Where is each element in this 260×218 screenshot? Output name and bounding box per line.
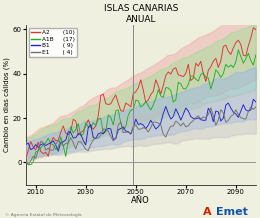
Text: Emet: Emet [216, 207, 248, 217]
Bar [133, 25, 260, 185]
Legend: A2       (10), A1B     (17), B1       ( 9), E1       ( 4): A2 (10), A1B (17), B1 ( 9), E1 ( 4) [29, 28, 77, 57]
Y-axis label: Cambio en dias cálidos (%): Cambio en dias cálidos (%) [4, 57, 11, 152]
Text: A: A [203, 207, 211, 217]
Title: ISLAS CANARIAS
ANUAL: ISLAS CANARIAS ANUAL [103, 4, 178, 24]
X-axis label: AÑO: AÑO [131, 196, 150, 205]
Text: © Agencia Estatal de Meteorología: © Agencia Estatal de Meteorología [5, 213, 82, 217]
